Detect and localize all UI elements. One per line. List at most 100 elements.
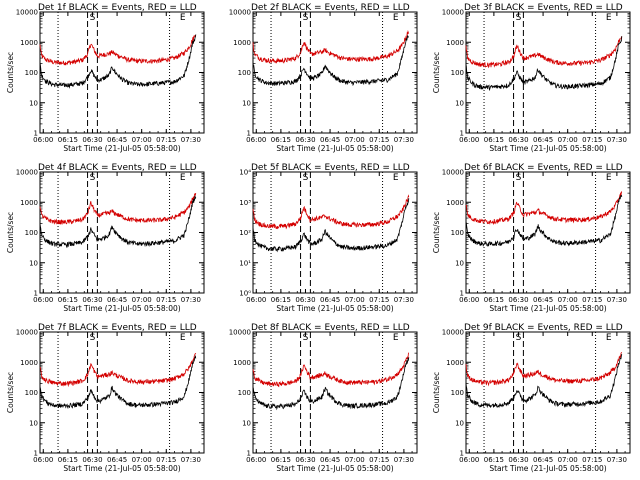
plot-frame <box>39 11 205 134</box>
x-tick-label: 07:15 <box>582 456 602 464</box>
lld-series-line <box>465 36 622 69</box>
x-axis-label: Start Time (21-Jul-05 05:58:00) <box>276 464 393 473</box>
plot-frame <box>252 171 418 294</box>
events-series-line <box>39 34 197 89</box>
y-tick-label: 1 <box>247 450 251 458</box>
detector-panel: Det 9f BLACK = Events, RED = LLD 06:00 06:… <box>432 323 631 473</box>
panel-title: Det 5f BLACK = Events, RED = LLD <box>251 163 410 173</box>
x-tick-label: 06:15 <box>271 456 291 464</box>
x-tick-label: 06:45 <box>107 456 127 464</box>
x-tick-label: 07:15 <box>156 456 176 464</box>
events-series-line <box>465 36 623 92</box>
x-tick-label: 07:30 <box>181 456 201 464</box>
x-tick-label: 07:30 <box>394 296 414 304</box>
y-tick-label: 10 <box>242 99 251 107</box>
x-tick-label: 07:15 <box>369 136 389 144</box>
x-tick-label: 06:45 <box>320 296 340 304</box>
panel-title: Det 7f BLACK = Events, RED = LLD <box>38 323 197 333</box>
y-tick-label: 10000 <box>16 169 38 177</box>
x-tick-label: 06:30 <box>295 296 315 304</box>
events-series-line <box>39 354 197 410</box>
x-tick-label: 06:45 <box>320 456 340 464</box>
x-tick-label: 07:15 <box>582 136 602 144</box>
x-tick-label: 06:30 <box>295 136 315 144</box>
detector-panel: Det 3f BLACK = Events, RED = LLD 06:00 06:… <box>432 3 631 153</box>
y-tick-label: 100 <box>238 69 251 77</box>
x-tick-label: 07:00 <box>558 136 578 144</box>
x-tick-label: 07:30 <box>394 136 414 144</box>
x-tick-label: 06:30 <box>508 136 528 144</box>
x-tick-label: 06:45 <box>533 296 553 304</box>
y-tick-label: 10² <box>239 229 251 237</box>
panel-title: Det 3f BLACK = Events, RED = LLD <box>464 3 623 13</box>
panel-title: Det 4f BLACK = Events, RED = LLD <box>38 163 197 173</box>
y-tick-label: 100 <box>451 389 464 397</box>
x-tick-label: 06:00 <box>459 296 479 304</box>
x-axis-label: Start Time (21-Jul-05 05:58:00) <box>63 464 180 473</box>
y-tick-label: 1 <box>460 130 464 138</box>
y-tick-label: 1000 <box>446 199 464 207</box>
detector-panel: Det 1f BLACK = Events, RED = LLD 06:00 06:… <box>6 3 205 153</box>
interval-marker-label: E <box>180 13 186 23</box>
y-tick-label: 10⁴ <box>239 169 251 177</box>
y-tick-label: 100 <box>25 229 38 237</box>
x-tick-label: 07:30 <box>394 456 414 464</box>
x-tick-label: 06:00 <box>33 296 53 304</box>
y-axis-label: Counts/sec <box>6 372 15 413</box>
y-tick-label: 1000 <box>20 359 38 367</box>
y-tick-label: 10 <box>455 419 464 427</box>
y-tick-label: 10 <box>29 259 38 267</box>
y-tick-label: 1000 <box>20 199 38 207</box>
x-tick-label: 06:00 <box>246 136 266 144</box>
y-tick-label: 10 <box>455 99 464 107</box>
y-tick-label: 10000 <box>442 9 464 17</box>
y-tick-label: 10000 <box>16 9 38 17</box>
y-tick-label: 1000 <box>446 39 464 47</box>
y-tick-label: 10 <box>29 419 38 427</box>
interval-marker-label: S <box>303 333 309 343</box>
x-tick-label: 07:30 <box>607 136 627 144</box>
interval-marker-label: S <box>90 173 96 183</box>
interval-marker-label: S <box>303 173 309 183</box>
x-tick-label: 06:15 <box>484 136 504 144</box>
y-tick-label: 10³ <box>239 199 251 207</box>
interval-marker-label: S <box>516 13 522 23</box>
interval-marker-label: S <box>516 333 522 343</box>
y-tick-label: 1 <box>460 290 464 298</box>
events-series-line <box>465 353 623 409</box>
y-axis-label: Counts/sec <box>432 372 441 413</box>
y-tick-label: 100 <box>451 69 464 77</box>
interval-marker-label: E <box>180 173 186 183</box>
panel-title: Det 9f BLACK = Events, RED = LLD <box>464 323 623 333</box>
y-tick-label: 100 <box>451 229 464 237</box>
y-tick-label: 10 <box>455 259 464 267</box>
x-tick-label: 06:00 <box>33 456 53 464</box>
y-tick-label: 10¹ <box>239 259 251 267</box>
interval-marker-label: E <box>393 333 399 343</box>
x-tick-label: 07:15 <box>369 456 389 464</box>
plot-frame <box>252 11 418 134</box>
x-tick-label: 06:00 <box>33 136 53 144</box>
events-series-line <box>252 35 410 87</box>
y-tick-label: 100 <box>25 69 38 77</box>
interval-marker-label: S <box>516 173 522 183</box>
y-tick-label: 1000 <box>233 359 251 367</box>
y-tick-label: 1 <box>460 450 464 458</box>
detector-panel: Det 2f BLACK = Events, RED = LLD 06:00 06:… <box>229 3 418 153</box>
interval-marker-label: E <box>393 13 399 23</box>
x-axis-label: Start Time (21-Jul-05 05:58:00) <box>489 144 606 153</box>
y-tick-label: 10 <box>29 99 38 107</box>
x-tick-label: 06:30 <box>82 456 102 464</box>
interval-marker-label: E <box>606 173 612 183</box>
y-axis-label: Counts/sec <box>432 212 441 253</box>
x-tick-label: 06:15 <box>271 296 291 304</box>
events-series-line <box>252 357 410 411</box>
x-tick-label: 07:00 <box>345 296 365 304</box>
y-tick-label: 1 <box>247 130 251 138</box>
interval-marker-label: E <box>606 13 612 23</box>
x-tick-label: 06:15 <box>58 136 78 144</box>
plot-frame <box>252 331 418 454</box>
y-axis-label: Counts/sec <box>432 52 441 93</box>
y-tick-label: 10000 <box>229 9 251 17</box>
